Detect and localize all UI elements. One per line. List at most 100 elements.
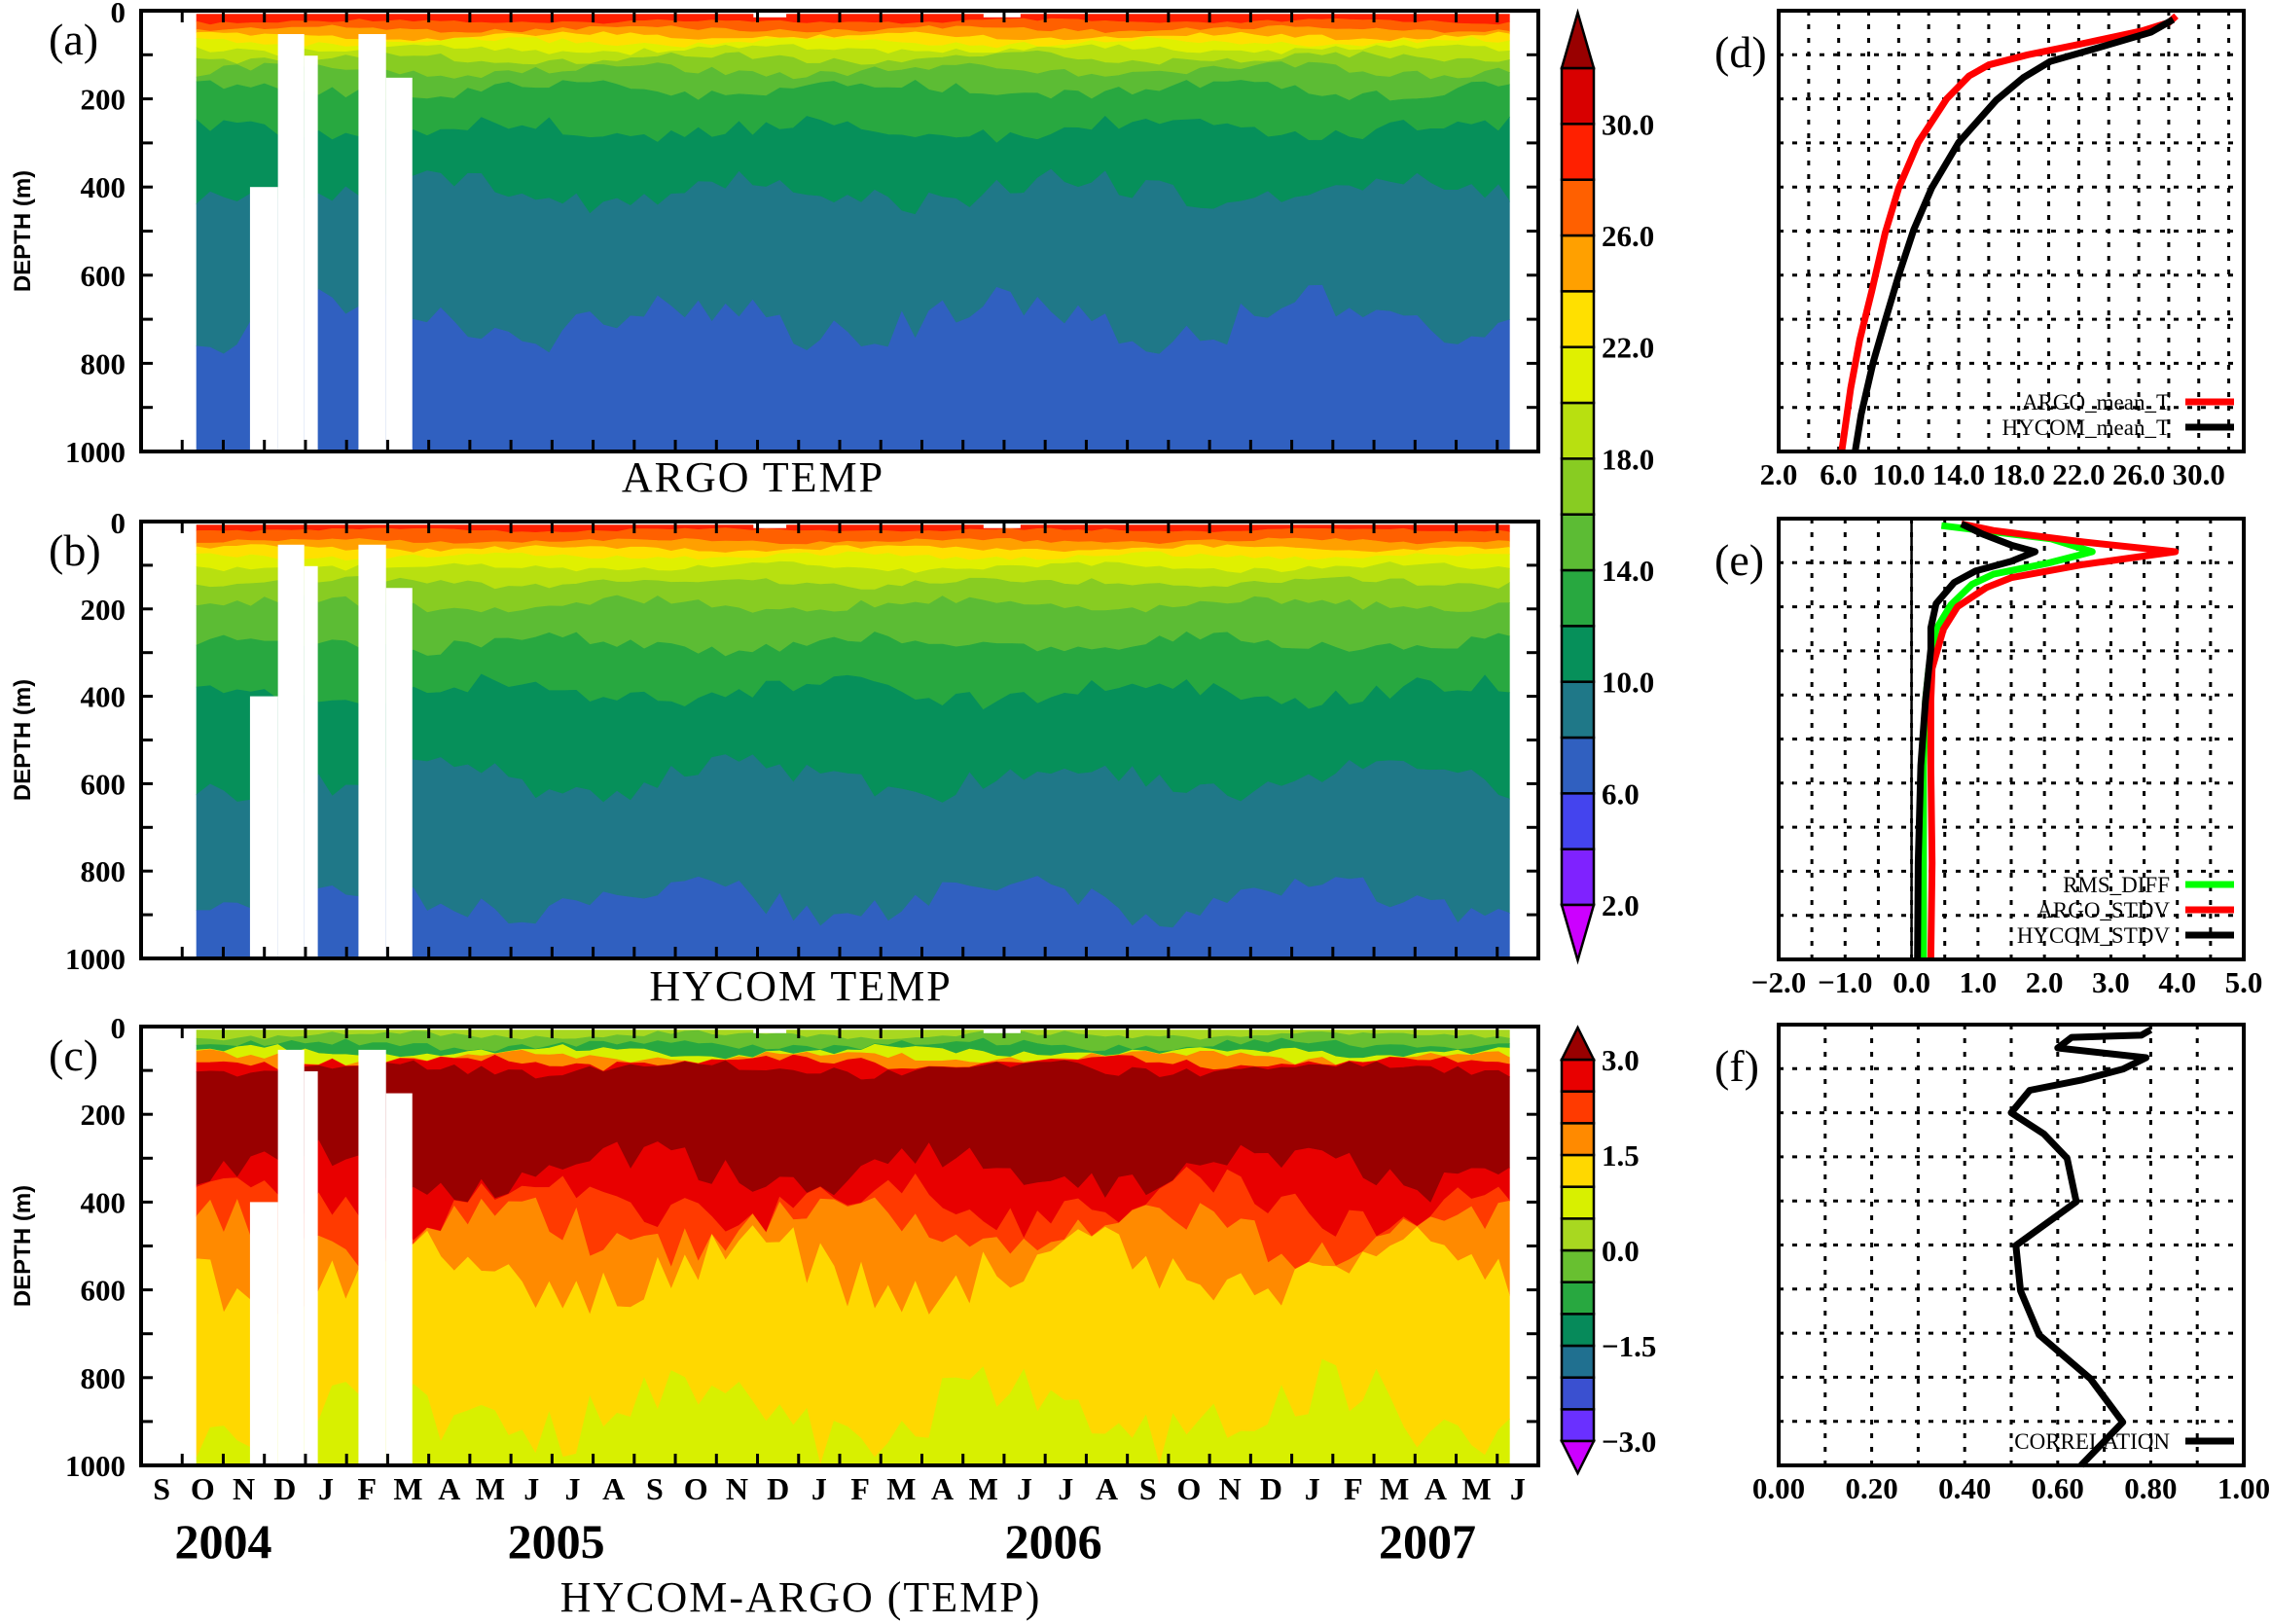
- month-label: S: [153, 1471, 170, 1506]
- colorbar-label: −1.5: [1602, 1329, 1656, 1363]
- month-label: J: [1510, 1471, 1526, 1506]
- colorbar-swatch: [1560, 513, 1596, 572]
- colorbar-label: 6.0: [1602, 776, 1640, 811]
- colorbar-swatch: [1560, 568, 1596, 628]
- month-label: F: [1344, 1471, 1363, 1506]
- panel-title: ARGO TEMP: [622, 453, 884, 501]
- month-label: D: [1260, 1471, 1282, 1506]
- plot-frame: [1777, 1023, 2246, 1467]
- year-label: 2004: [174, 1514, 271, 1569]
- y-tick-label: 1000: [65, 435, 126, 469]
- month-label: A: [602, 1471, 625, 1506]
- y-axis-title: DEPTH (m): [10, 1185, 36, 1307]
- month-label: N: [233, 1471, 255, 1506]
- legend-label: RMS_DIFF: [2063, 873, 2170, 897]
- y-tick-label: 0: [111, 0, 126, 29]
- x-tick-label: 18.0: [1993, 457, 2045, 491]
- colorbar-label: 2.0: [1602, 888, 1640, 922]
- data-gap: [249, 696, 278, 958]
- month-label: J: [318, 1471, 334, 1506]
- colorbar-swatch: [1560, 1376, 1596, 1411]
- month-label: M: [393, 1471, 422, 1506]
- colorbar-label: 1.5: [1602, 1138, 1640, 1173]
- legend-label: HYCOM_STDV: [2017, 923, 2171, 948]
- colorbar-swatch: [1560, 1217, 1596, 1252]
- colorbar-label: 0.0: [1602, 1234, 1640, 1268]
- x-tick-label: 0.40: [1938, 1471, 1991, 1505]
- panel-title: HYCOM TEMP: [649, 962, 952, 1010]
- month-label: J: [564, 1471, 580, 1506]
- colorbar-swatch: [1560, 1185, 1596, 1220]
- y-tick-label: 800: [81, 346, 126, 380]
- x-tick-label: 6.0: [1820, 457, 1857, 491]
- month-label: A: [1096, 1471, 1118, 1506]
- y-tick-label: 200: [81, 593, 126, 627]
- legend: CORRELATION: [2014, 1429, 2234, 1454]
- data-gap: [249, 1202, 278, 1465]
- colorbar-swatch: [1560, 457, 1596, 516]
- month-label: D: [273, 1471, 296, 1506]
- x-tick-label: 5.0: [2225, 965, 2263, 999]
- y-tick-label: 600: [81, 767, 126, 801]
- x-tick-label: −2.0: [1751, 965, 1806, 999]
- x-tick-label: 26.0: [2112, 457, 2165, 491]
- y-tick-label: 800: [81, 1361, 126, 1395]
- colorbar-swatch: [1560, 625, 1596, 683]
- panel-a: 0 200 400 600 800 1000 DEPTH (m) (a) ARGO TEMP: [10, 0, 1540, 501]
- x-tick-label: 0.00: [1752, 1471, 1805, 1505]
- colorbar-swatch: [1560, 1153, 1596, 1188]
- year-label: 2007: [1379, 1514, 1476, 1569]
- month-label: S: [1139, 1471, 1157, 1506]
- colorbar-swatch: [1560, 736, 1596, 795]
- colorbar-label: 3.0: [1602, 1043, 1640, 1077]
- colorbar-under-triangle: [1560, 903, 1596, 965]
- x-tick-label: 10.0: [1872, 457, 1925, 491]
- panel-label: (d): [1714, 27, 1767, 77]
- data-gap: [385, 1093, 413, 1465]
- month-label: N: [1219, 1471, 1242, 1506]
- y-tick-label: 400: [81, 170, 126, 204]
- colorbar-swatch: [1560, 1122, 1596, 1157]
- colorbar-swatch: [1560, 1281, 1596, 1316]
- legend-label: ARGO_mean_T: [2022, 390, 2170, 415]
- legend-label: CORRELATION: [2014, 1429, 2170, 1454]
- panel-c: 0 200 400 600 800 1000 DEPTH (m) (c): [10, 1011, 1540, 1483]
- month-label: M: [1380, 1471, 1409, 1506]
- month-label: O: [684, 1471, 708, 1506]
- month-label: J: [1058, 1471, 1073, 1506]
- panel-label: (b): [49, 525, 101, 575]
- series-line-HYCOM_STDV: [1914, 521, 2039, 960]
- x-tick-label: 0.60: [2032, 1471, 2084, 1505]
- month-label: D: [767, 1471, 789, 1506]
- x-tick-label: 0.20: [1845, 1471, 1897, 1505]
- panel-e: −2.0 −1.0 0.0 1.0 2.0 3.0 4.0 5.0 (e) RMS_DIFFARG…: [1714, 517, 2263, 999]
- y-tick-label: 200: [81, 1098, 126, 1132]
- x-tick-label: 4.0: [2158, 965, 2196, 999]
- x-tick-label: 22.0: [2052, 457, 2105, 491]
- colorbar-swatch: [1560, 1344, 1596, 1379]
- data-gap: [304, 565, 318, 958]
- panel-label: (a): [49, 15, 98, 64]
- panel-label: (e): [1714, 535, 1764, 585]
- x-tick-label: 14.0: [1932, 457, 1985, 491]
- colorbar-under-triangle: [1559, 1439, 1597, 1476]
- y-tick-label: 400: [81, 680, 126, 714]
- month-label: O: [191, 1471, 215, 1506]
- x-tick-label: 3.0: [2092, 965, 2130, 999]
- data-gap: [277, 34, 305, 451]
- data-gap: [983, 1027, 1021, 1033]
- colorbar-swatch: [1560, 792, 1596, 850]
- data-gap: [304, 55, 318, 452]
- data-gap: [277, 544, 305, 958]
- y-tick-label: 200: [81, 83, 126, 117]
- month-label: M: [969, 1471, 998, 1506]
- colorbar-swatch: [1560, 848, 1596, 907]
- colorbar-swatch: [1560, 290, 1596, 348]
- month-label: N: [726, 1471, 748, 1506]
- colorbar-swatch: [1560, 1408, 1596, 1443]
- colorbar-swatch: [1560, 1090, 1596, 1125]
- colorbar-label: 18.0: [1602, 442, 1654, 476]
